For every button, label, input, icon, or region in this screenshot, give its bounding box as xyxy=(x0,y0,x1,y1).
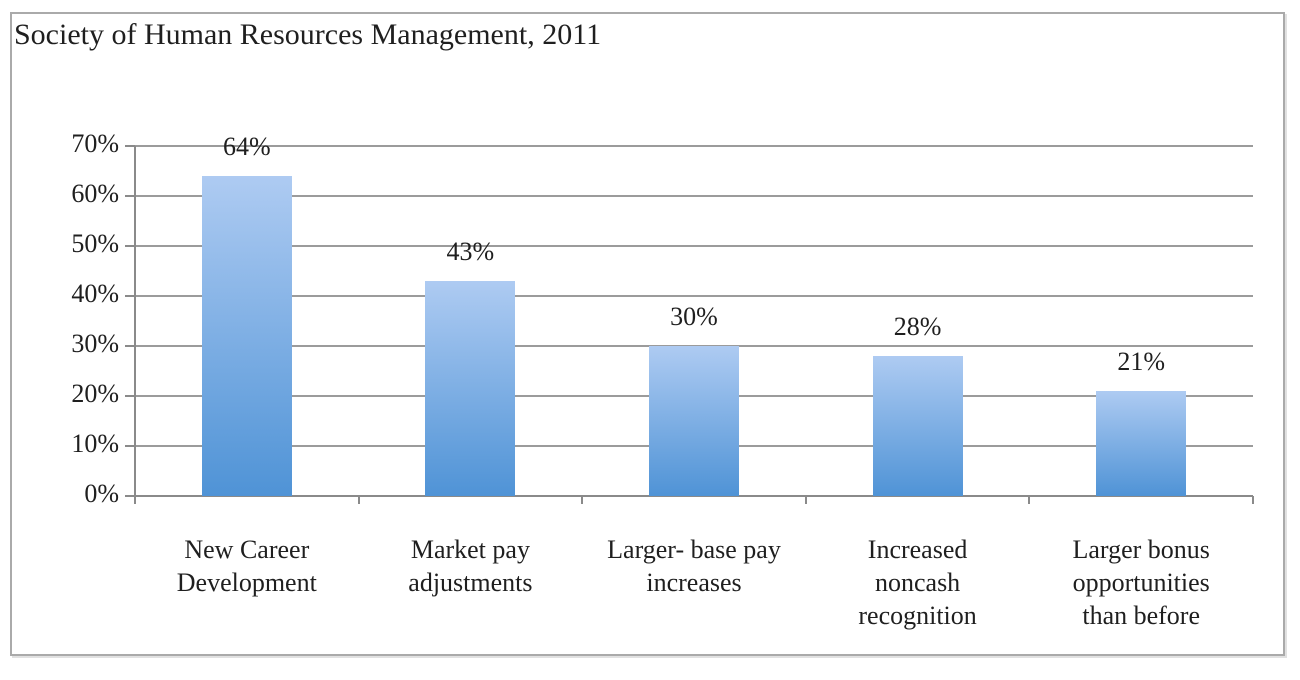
x-axis-tick xyxy=(1252,496,1254,504)
x-axis-tick xyxy=(581,496,584,504)
bar-value-label: 43% xyxy=(446,237,495,266)
y-axis-tick-label: 20% xyxy=(71,379,119,408)
chart-title: Society of Human Resources Management, 2… xyxy=(14,18,602,51)
x-axis-tick xyxy=(357,496,360,504)
bar-value-label: 64% xyxy=(222,132,271,161)
chart-frame: Society of Human Resources Management, 2… xyxy=(10,12,1285,656)
bar xyxy=(425,281,516,496)
x-axis-tick xyxy=(804,496,807,504)
y-axis-tick xyxy=(125,145,135,147)
x-axis-category-label: New Career Development xyxy=(176,535,317,597)
y-axis-line xyxy=(134,146,136,504)
x-axis-tick xyxy=(1028,496,1031,504)
bar-value-label: 28% xyxy=(893,312,942,341)
x-axis-line xyxy=(135,495,1253,497)
bar xyxy=(201,176,292,496)
y-axis-tick-label: 60% xyxy=(71,179,119,208)
x-axis-category-label: Larger- base pay increases xyxy=(607,535,781,597)
y-axis-tick xyxy=(125,195,135,197)
y-axis-tick-label: 30% xyxy=(71,329,119,358)
y-axis-tick xyxy=(125,445,135,447)
bar-value-label: 30% xyxy=(670,302,718,331)
gridline xyxy=(135,145,1253,147)
y-axis-tick-label: 40% xyxy=(71,279,119,308)
bar xyxy=(872,356,963,496)
x-axis-category-label: Increased noncash recognition xyxy=(858,535,977,630)
y-axis-tick xyxy=(125,345,135,347)
y-axis-tick xyxy=(125,245,135,247)
y-axis-tick-label: 70% xyxy=(71,129,119,158)
x-axis-category-label: Market pay adjustments xyxy=(408,535,533,597)
y-axis-tick-label: 0% xyxy=(84,479,119,508)
bar-value-label: 21% xyxy=(1117,347,1166,376)
y-axis-tick-label: 50% xyxy=(71,229,119,258)
gridline xyxy=(135,295,1253,297)
y-axis-tick-label: 10% xyxy=(71,429,119,458)
gridline xyxy=(135,245,1253,247)
bar xyxy=(649,346,739,496)
x-axis-category-label: Larger bonus opportunities than before xyxy=(1072,535,1210,630)
x-axis-tick xyxy=(134,496,136,504)
y-axis-tick xyxy=(125,395,135,397)
y-axis-tick xyxy=(125,495,135,497)
y-axis-tick xyxy=(125,295,135,297)
gridline xyxy=(135,195,1253,197)
bar xyxy=(1096,391,1187,496)
